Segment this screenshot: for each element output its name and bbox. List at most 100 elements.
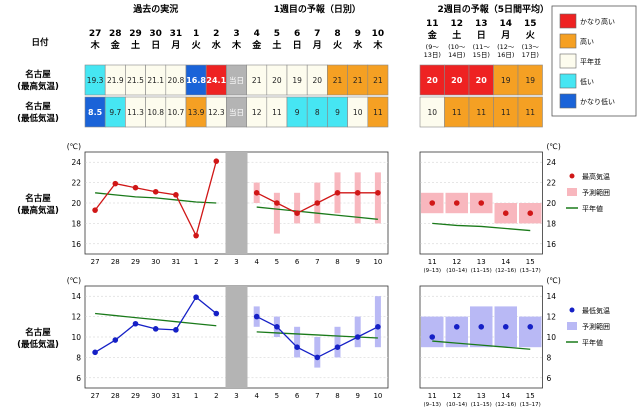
- table-cell-value: 21.9: [107, 76, 124, 85]
- week2-table-cell-value: 20: [476, 76, 488, 85]
- week2-table-cell: [419, 96, 445, 128]
- day-number: 31: [170, 29, 183, 39]
- week2-table-cell: [517, 64, 543, 96]
- day-of-week: 土: [131, 39, 140, 51]
- x-tick-label: 10: [373, 258, 382, 266]
- forecast-point-week1: [314, 200, 321, 206]
- day-number: 29: [129, 29, 142, 39]
- table-cell-value: 13.9: [188, 108, 205, 117]
- y-unit-left: (℃): [67, 276, 81, 285]
- x-tick-label: 9: [355, 392, 359, 400]
- category-legend-swatch: [559, 73, 577, 89]
- table-cell-value: 21: [333, 76, 343, 85]
- x-tick-label-week2: 14: [501, 258, 510, 266]
- section-title-week2: 2週目の予報（5日間平均）: [437, 3, 549, 15]
- week2-table-cell: [419, 64, 445, 96]
- x-tick-sublabel-week2: (13–17): [520, 268, 541, 274]
- forecast-range-bar: [374, 172, 381, 224]
- x-tick-label: 31: [171, 392, 180, 400]
- x-tick-sublabel-week2: (9–13): [423, 268, 441, 274]
- week2-forecast-range-bar: [519, 316, 542, 348]
- y-tick-label-right: 18: [547, 219, 557, 228]
- week2-day-number: 14: [499, 19, 512, 29]
- week2-day-range: 17日): [522, 51, 539, 59]
- y-unit-right: (℃): [547, 276, 561, 285]
- category-legend-label: 高い: [580, 37, 594, 46]
- day-number: 5: [274, 29, 280, 39]
- table-cell-value: 16.8: [186, 76, 206, 85]
- day-of-week: 日: [293, 40, 302, 51]
- observed-point: [112, 180, 119, 187]
- week2-table-cell-value: 10: [427, 108, 437, 117]
- week2-day-range: 15日): [473, 51, 490, 59]
- x-tick-label-week2: 15: [526, 392, 535, 400]
- table-cell-value: 当日: [229, 107, 244, 117]
- forecast-point-week1: [274, 324, 280, 330]
- row-label-city: 名古屋: [25, 69, 51, 80]
- y-tick-label-left: 6: [76, 374, 81, 383]
- forecast-point-week2: [527, 210, 534, 216]
- week2-day-range: (13～: [522, 43, 540, 51]
- table-cell-value: 21.5: [127, 76, 144, 85]
- today-bar: [225, 286, 248, 388]
- category-legend-label: 低い: [580, 77, 594, 86]
- forecast-range-bar: [334, 326, 341, 358]
- table-cell-value: 12: [252, 108, 262, 117]
- x-tick-label: 6: [295, 392, 300, 400]
- day-number: 10: [372, 29, 385, 39]
- observed-point: [193, 294, 199, 301]
- x-tick-sublabel-week2: (12–16): [495, 268, 516, 274]
- section-title-past: 過去の実況: [132, 3, 178, 15]
- table-cell-value: 8.5: [88, 108, 103, 117]
- table-cell-value: 10.8: [147, 108, 164, 117]
- day-number: 30: [149, 29, 162, 39]
- normal-line-week2: [432, 340, 531, 350]
- week2-table-cell-value: 11: [525, 108, 535, 117]
- normal-line-week1: [256, 206, 378, 220]
- y-tick-label-left: 20: [71, 199, 81, 208]
- day-of-week: 日: [151, 40, 160, 51]
- forecast-point-week1: [375, 190, 381, 196]
- table-cell: [367, 96, 389, 128]
- row-label-type: (最低気温): [17, 113, 59, 124]
- table-cell-value: 21.1: [147, 76, 164, 85]
- forecast-range-bar: [354, 172, 361, 224]
- week2-day-of-week: 月: [500, 30, 510, 41]
- table-cell-value: 21: [373, 76, 383, 85]
- day-of-week: 月: [312, 40, 322, 51]
- forecast-point-week2: [453, 324, 460, 330]
- x-tick-sublabel-week2: (11–15): [471, 268, 492, 274]
- y-tick-label-left: 14: [71, 292, 81, 301]
- chart-legend-label: 平年値: [582, 204, 603, 213]
- y-tick-label-left: 10: [71, 333, 81, 342]
- x-tick-label: 8: [335, 392, 339, 400]
- category-legend-swatch: [559, 93, 577, 109]
- week2-day-range: (12～: [497, 43, 515, 51]
- x-tick-label-week2: 13: [477, 258, 486, 266]
- today-bar: [225, 152, 248, 254]
- table-cell-value: 12.3: [208, 108, 225, 117]
- x-tick-label-week2: 14: [501, 392, 510, 400]
- chart-legend-point-swatch: [569, 307, 575, 313]
- table-cell-value: 20.8: [168, 76, 185, 85]
- table-cell-value: 21: [252, 76, 262, 85]
- week2-table-cell: [493, 96, 519, 128]
- day-of-week: 火: [333, 40, 343, 51]
- day-number: 27: [89, 29, 102, 39]
- day-of-week: 金: [251, 39, 262, 51]
- day-of-week: 木: [231, 39, 242, 51]
- table-cell-value: 9.7: [109, 108, 121, 117]
- week2-table-cell-value: 19: [525, 76, 535, 85]
- x-tick-label-week2: 12: [452, 392, 461, 400]
- category-legend-swatch: [559, 33, 577, 49]
- x-tick-label: 4: [254, 258, 259, 266]
- day-of-week: 木: [372, 39, 383, 51]
- week2-day-number: 12: [450, 19, 463, 29]
- day-of-week: 金: [110, 39, 121, 51]
- y-tick-label-right: 12: [547, 313, 557, 322]
- day-of-week: 水: [353, 39, 363, 51]
- category-legend-label: かなり高い: [580, 17, 615, 26]
- x-tick-label: 29: [131, 258, 140, 266]
